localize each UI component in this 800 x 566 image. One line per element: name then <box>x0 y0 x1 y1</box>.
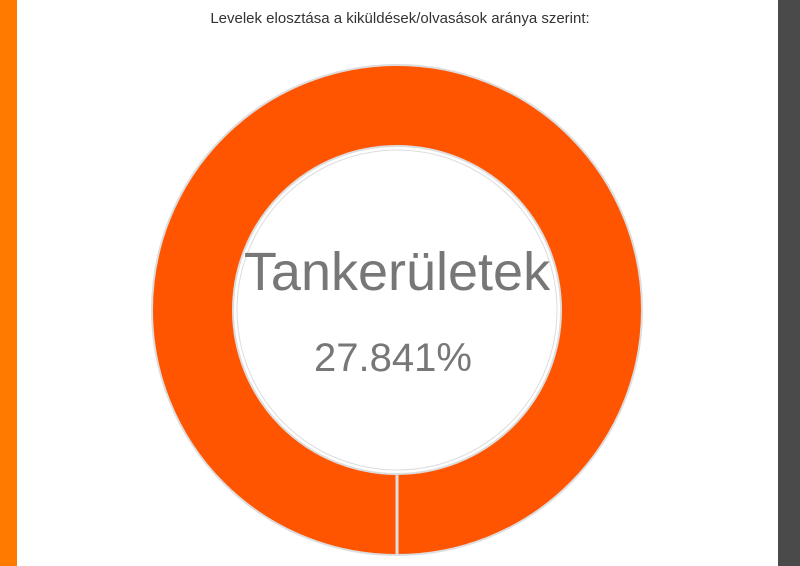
donut-segments <box>152 65 642 555</box>
right-scrollbar-strip <box>778 0 800 566</box>
chart-title: Levelek elosztása a kiküldések/olvasások… <box>210 10 590 27</box>
donut-inner-hole <box>232 145 562 475</box>
center-value: 27.841% <box>314 336 472 380</box>
donut-ring-slice[interactable] <box>152 65 642 555</box>
left-accent-strip <box>0 0 17 566</box>
donut-inner-ring <box>236 149 558 471</box>
donut-outer-border <box>151 64 643 556</box>
center-label: Tankerületek <box>244 242 551 302</box>
